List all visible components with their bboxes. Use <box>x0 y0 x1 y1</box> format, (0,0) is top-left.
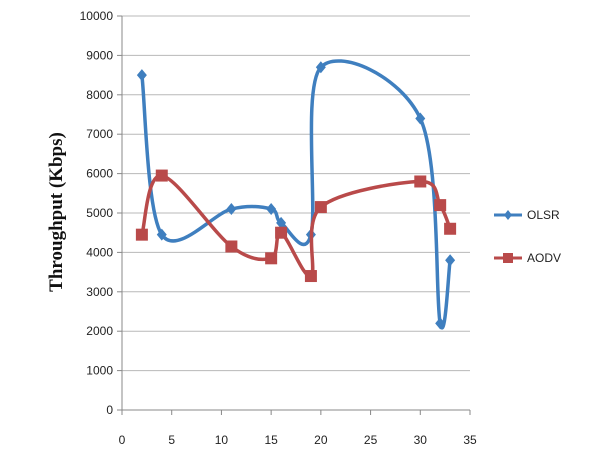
data-point-olsr <box>315 61 326 74</box>
y-tick-label: 5000 <box>86 206 113 220</box>
y-tick-label: 1000 <box>86 364 113 378</box>
y-tick-label: 4000 <box>86 245 113 259</box>
series-aodv <box>135 169 457 283</box>
data-point-aodv <box>265 252 278 265</box>
data-point-aodv <box>434 199 447 212</box>
x-tick-label: 20 <box>314 433 328 447</box>
data-point-aodv <box>444 222 457 235</box>
axes <box>117 15 471 415</box>
legend: OLSR AODV <box>494 208 561 265</box>
data-point-aodv <box>135 228 148 241</box>
series-line-olsr <box>140 59 452 330</box>
x-tick-label: 10 <box>215 433 229 447</box>
data-point-aodv <box>275 226 288 239</box>
y-tick-labels: 0 1000 2000 3000 4000 5000 6000 7000 8000 9000 100… <box>80 9 114 417</box>
data-point-olsr <box>226 203 237 216</box>
data-point-aodv <box>304 270 317 283</box>
x-tick-label: 30 <box>414 433 428 447</box>
data-point-aodv <box>414 175 427 188</box>
legend-marker-olsr <box>504 210 512 220</box>
y-tick-label: 7000 <box>86 127 113 141</box>
y-tick-label: 10000 <box>80 9 114 23</box>
y-axis-label: Throughput (Kbps) <box>46 132 67 292</box>
data-point-olsr <box>445 254 456 267</box>
x-tick-labels: 0 5 10 15 20 25 30 35 <box>119 433 477 447</box>
data-point-olsr <box>266 203 277 216</box>
y-tick-label: 2000 <box>86 324 113 338</box>
x-tick-label: 15 <box>264 433 278 447</box>
legend-label-aodv: AODV <box>527 251 561 265</box>
x-tick-label: 35 <box>463 433 477 447</box>
legend-marker-aodv <box>503 253 513 263</box>
legend-label-olsr: OLSR <box>527 208 560 222</box>
data-point-aodv <box>314 201 327 214</box>
y-tick-label: 8000 <box>86 88 113 102</box>
data-point-olsr <box>415 112 426 125</box>
data-point-aodv <box>155 169 168 182</box>
y-tick-label: 6000 <box>86 167 113 181</box>
grid-lines <box>122 15 470 372</box>
y-tick-label: 9000 <box>86 48 113 62</box>
data-series <box>135 59 457 330</box>
y-tick-label: 0 <box>106 403 113 417</box>
y-tick-label: 3000 <box>86 285 113 299</box>
x-tick-label: 5 <box>168 433 175 447</box>
x-tick-label: 0 <box>119 433 126 447</box>
legend-item-aodv: AODV <box>494 251 561 265</box>
data-point-olsr <box>136 69 147 82</box>
data-point-olsr <box>156 228 167 241</box>
data-point-aodv <box>225 240 238 253</box>
x-tick-label: 25 <box>364 433 378 447</box>
series-line-aodv <box>140 173 452 278</box>
data-point-olsr <box>435 317 446 330</box>
legend-item-olsr: OLSR <box>494 208 560 222</box>
data-point-olsr <box>276 216 287 229</box>
